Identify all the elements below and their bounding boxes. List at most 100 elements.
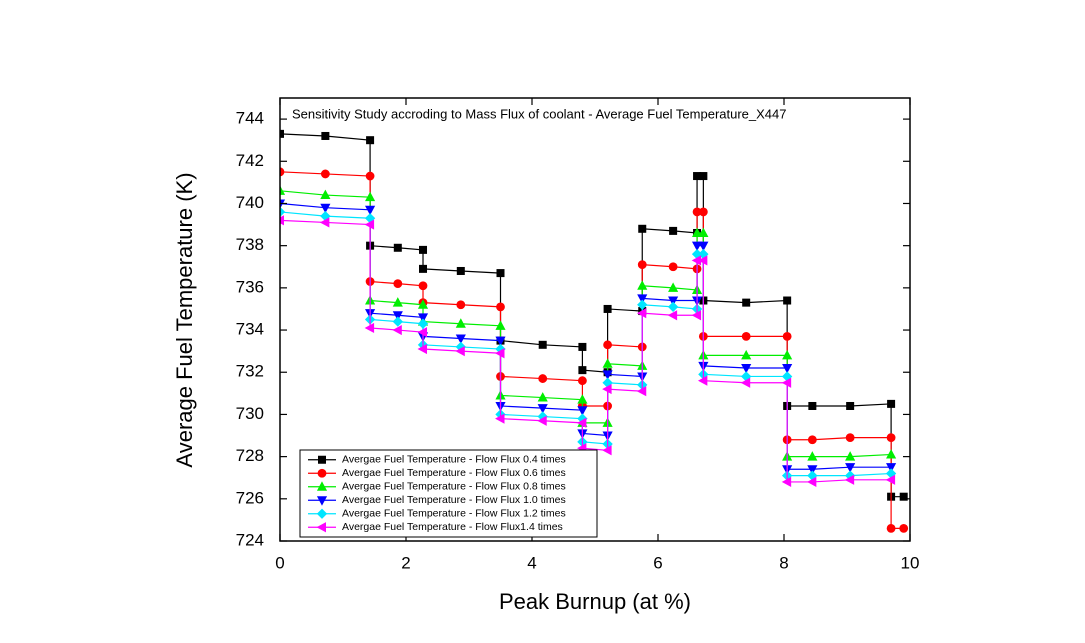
legend-label: Avergae Fuel Temperature - Flow Flux 0.6… bbox=[342, 467, 566, 479]
marker bbox=[698, 241, 709, 252]
marker bbox=[417, 327, 428, 338]
marker bbox=[578, 366, 587, 375]
marker bbox=[886, 449, 897, 459]
marker bbox=[365, 191, 376, 202]
marker bbox=[697, 255, 708, 266]
marker bbox=[691, 310, 702, 321]
marker bbox=[578, 342, 587, 351]
marker bbox=[668, 262, 678, 272]
marker bbox=[538, 340, 547, 349]
marker bbox=[740, 377, 751, 388]
marker bbox=[495, 320, 506, 330]
marker bbox=[886, 523, 896, 533]
marker bbox=[280, 206, 286, 218]
marker bbox=[668, 296, 679, 306]
marker bbox=[455, 334, 466, 344]
marker bbox=[691, 241, 703, 252]
marker bbox=[495, 348, 505, 359]
marker bbox=[392, 311, 403, 321]
marker bbox=[697, 375, 708, 386]
marker bbox=[280, 185, 286, 195]
marker bbox=[886, 433, 896, 443]
series-line bbox=[280, 219, 892, 483]
marker bbox=[496, 302, 505, 312]
marker bbox=[578, 376, 587, 386]
y-tick-label: 724 bbox=[236, 530, 264, 549]
marker bbox=[698, 207, 708, 217]
series-line bbox=[280, 133, 904, 498]
marker bbox=[419, 264, 428, 273]
marker bbox=[699, 172, 708, 181]
marker bbox=[844, 474, 855, 485]
marker bbox=[637, 294, 648, 304]
marker bbox=[319, 217, 330, 228]
marker bbox=[280, 215, 285, 226]
marker bbox=[538, 374, 548, 383]
marker bbox=[316, 496, 328, 506]
marker bbox=[742, 298, 751, 307]
marker bbox=[783, 296, 792, 305]
marker bbox=[419, 245, 428, 254]
marker bbox=[807, 451, 818, 461]
marker bbox=[364, 219, 375, 230]
marker bbox=[602, 370, 613, 380]
marker bbox=[365, 205, 376, 216]
marker bbox=[280, 167, 285, 177]
marker bbox=[638, 224, 647, 233]
y-tick-label: 734 bbox=[236, 320, 264, 339]
legend-label: Avergae Fuel Temperature - Flow Flux 0.8… bbox=[342, 481, 566, 493]
marker bbox=[417, 313, 429, 323]
marker bbox=[886, 463, 897, 473]
plot-frame bbox=[279, 97, 911, 542]
x-tick-label: 10 bbox=[901, 553, 920, 572]
marker bbox=[782, 349, 793, 360]
marker bbox=[887, 399, 896, 408]
chart-title: Sensitivity Study accroding to Mass Flux… bbox=[292, 106, 787, 121]
marker bbox=[603, 304, 612, 313]
marker bbox=[603, 340, 612, 350]
x-tick-label: 4 bbox=[527, 553, 536, 572]
axes: 0 2 4 6 8 10 724 726 728 730 732 734 736 738 740 742 744 bbox=[236, 97, 920, 572]
legend-label: Avergae Fuel Temperature - Flow Flux 1.0… bbox=[342, 494, 566, 506]
y-tick-label: 732 bbox=[236, 362, 264, 381]
marker bbox=[455, 346, 465, 357]
marker bbox=[417, 299, 429, 309]
marker bbox=[455, 318, 466, 328]
marker bbox=[668, 282, 679, 292]
marker bbox=[456, 300, 466, 310]
marker bbox=[602, 358, 613, 368]
marker bbox=[781, 377, 792, 388]
legend: Avergae Fuel Temperature - Flow Flux 0.4… bbox=[299, 449, 598, 538]
plot-area bbox=[280, 129, 909, 533]
marker bbox=[577, 406, 588, 416]
legend-label: Avergae Fuel Temperature - Flow Flux 0.4… bbox=[342, 454, 566, 466]
marker bbox=[418, 281, 428, 291]
y-tick-label: 730 bbox=[236, 404, 264, 423]
y-tick-label: 736 bbox=[236, 277, 264, 296]
marker bbox=[317, 468, 327, 478]
legend-label: Avergae Fuel Temperature - Flow Flux1.4 … bbox=[342, 521, 563, 533]
marker bbox=[393, 279, 403, 289]
marker bbox=[364, 322, 375, 334]
marker bbox=[637, 299, 648, 310]
marker bbox=[537, 392, 548, 402]
marker bbox=[577, 394, 588, 404]
marker bbox=[808, 401, 817, 410]
marker bbox=[320, 189, 331, 200]
marker bbox=[845, 463, 856, 473]
marker bbox=[899, 523, 909, 533]
marker bbox=[392, 297, 403, 307]
marker bbox=[417, 343, 428, 355]
x-tick-label: 2 bbox=[401, 553, 410, 572]
marker bbox=[280, 129, 284, 138]
marker bbox=[317, 455, 326, 464]
marker bbox=[495, 336, 506, 347]
marker bbox=[846, 401, 855, 410]
marker bbox=[807, 465, 818, 475]
marker bbox=[782, 364, 793, 374]
marker bbox=[637, 260, 647, 270]
marker bbox=[320, 169, 330, 179]
legend-box bbox=[299, 449, 598, 538]
marker bbox=[496, 269, 505, 278]
